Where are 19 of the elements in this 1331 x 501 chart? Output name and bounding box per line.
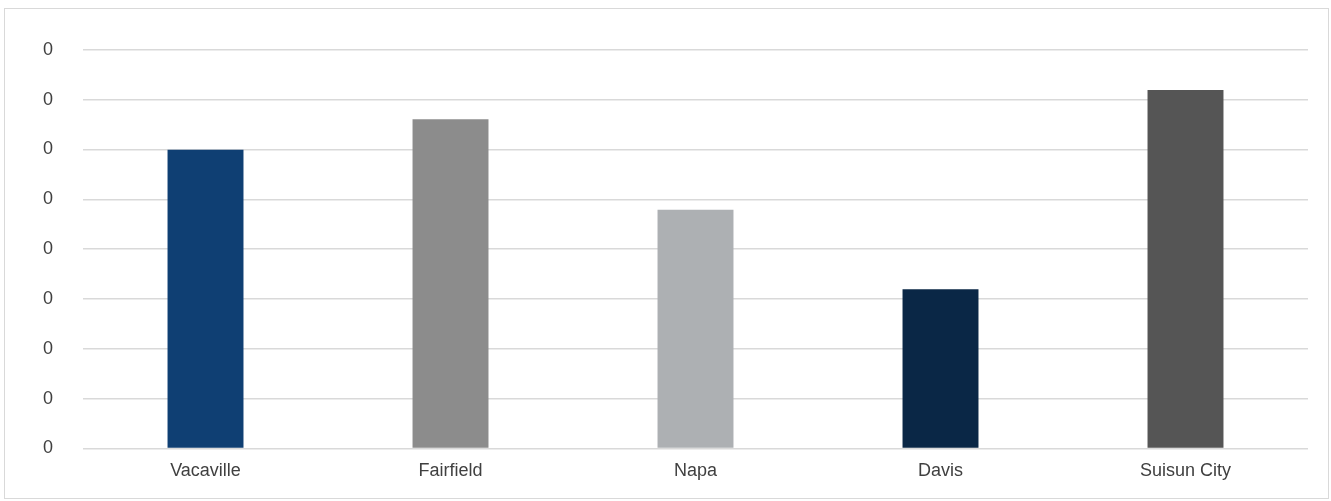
text: 0: [43, 437, 54, 458]
text: 0: [43, 238, 54, 259]
x-tick-label: Fairfield: [418, 460, 483, 481]
x-tick-label: Vacaville: [170, 460, 241, 481]
text: 0: [43, 38, 54, 59]
x-tick-label: Suisun City: [1139, 460, 1232, 481]
text: 0: [43, 88, 54, 109]
text: 0: [43, 387, 54, 408]
x-tick-label: Napa: [673, 460, 719, 481]
bar: [167, 149, 244, 448]
bar: [657, 209, 734, 448]
bar: [902, 289, 979, 448]
bar: [412, 119, 489, 448]
text: 0: [43, 138, 54, 159]
text: 0: [43, 188, 54, 209]
text: 0: [43, 337, 54, 358]
bar: [1147, 89, 1224, 448]
x-tick-label: Davis: [918, 460, 964, 481]
text: 0: [43, 287, 54, 308]
